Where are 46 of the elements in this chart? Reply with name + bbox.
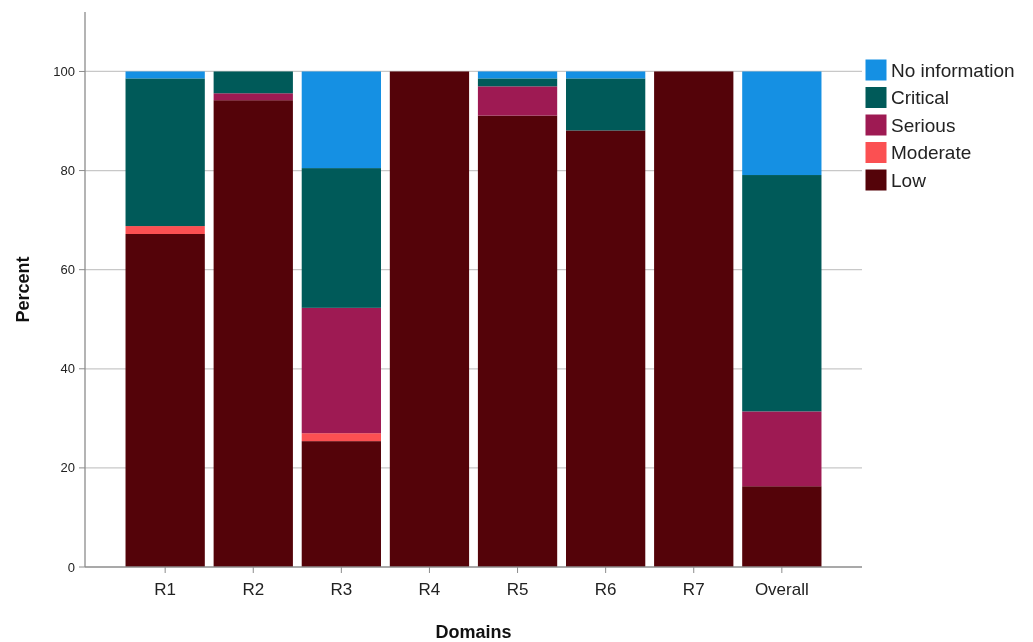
bar xyxy=(389,71,470,567)
bar xyxy=(301,307,381,434)
bar xyxy=(125,234,205,567)
y-tick-label: 100 xyxy=(53,64,75,80)
bar xyxy=(477,86,558,116)
bar xyxy=(566,130,646,567)
bar xyxy=(477,78,558,87)
y-tick-label: 60 xyxy=(60,262,75,278)
x-tick-label: R2 xyxy=(242,580,265,599)
bar xyxy=(301,168,381,308)
x-tick-label: R1 xyxy=(154,580,177,599)
bar xyxy=(301,433,381,442)
bar xyxy=(125,71,205,79)
x-tick-label: R5 xyxy=(506,580,529,599)
legend-label: Serious xyxy=(891,114,956,136)
bar xyxy=(566,71,646,79)
y-axis-title: Percent xyxy=(13,256,33,323)
bar xyxy=(477,115,558,567)
x-tick-label: Overall xyxy=(754,580,809,599)
y-tick-label: 80 xyxy=(60,163,75,179)
y-tick-label: 20 xyxy=(60,460,75,476)
bar xyxy=(301,441,381,567)
bar xyxy=(213,93,293,101)
bar xyxy=(213,100,293,567)
bar xyxy=(742,411,822,487)
bar xyxy=(742,175,822,412)
legend-label: Low xyxy=(891,169,927,191)
x-tick-label: R3 xyxy=(330,580,353,599)
bar xyxy=(125,226,205,234)
bar xyxy=(654,71,734,567)
x-axis-title: Domains xyxy=(435,622,512,642)
legend-label: Moderate xyxy=(891,142,972,164)
bar xyxy=(742,486,822,567)
x-tick-label: R6 xyxy=(594,580,617,599)
bar xyxy=(125,78,205,227)
x-tick-label: R4 xyxy=(418,580,441,599)
bar xyxy=(477,71,558,79)
bar xyxy=(566,78,646,131)
y-tick-label: 0 xyxy=(67,559,75,575)
bar xyxy=(301,71,381,169)
legend-label: No information xyxy=(891,59,1015,81)
bar xyxy=(742,71,822,176)
bar xyxy=(213,71,293,94)
legend-label: Critical xyxy=(891,87,950,109)
x-tick-label: R7 xyxy=(682,580,705,599)
y-tick-label: 40 xyxy=(60,361,75,377)
